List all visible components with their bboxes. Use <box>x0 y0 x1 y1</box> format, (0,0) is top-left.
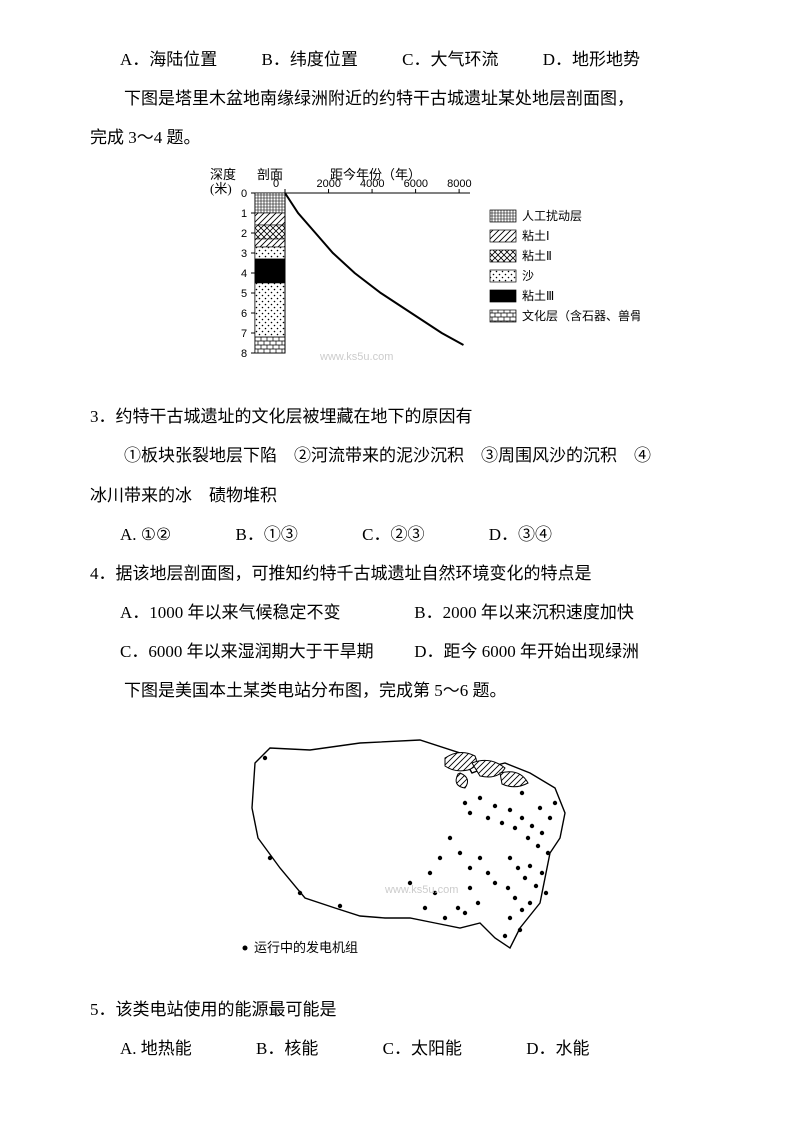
q4-opt-c: C．6000 年以来湿润期大于干旱期 <box>120 632 410 671</box>
svg-text:6: 6 <box>241 308 247 320</box>
svg-text:粘土Ⅲ: 粘土Ⅲ <box>522 288 554 303</box>
svg-text:5: 5 <box>241 288 247 300</box>
q5-options: A. 地热能 B．核能 C．太阳能 D．水能 <box>90 1029 730 1068</box>
q5-opt-d: D．水能 <box>526 1029 589 1068</box>
svg-text:0: 0 <box>241 188 247 200</box>
figure-strata: 深度(米)剖面距今年份（年）02000400060008000012345678… <box>90 165 730 389</box>
svg-text:2000: 2000 <box>317 178 341 190</box>
prev-question-options: A．海陆位置 B．纬度位置 C．大气环流 D．地形地势 <box>90 40 730 79</box>
q3-opt-c: C．②③ <box>362 515 424 554</box>
svg-text:0: 0 <box>273 178 279 190</box>
intro-34-line1: 下图是塔里木盆地南缘绿洲附近的约特干古城遗址某处地层剖面图， <box>90 79 730 118</box>
svg-text:3: 3 <box>241 248 247 260</box>
q4-opt-b: B．2000 年以来沉积速度加快 <box>414 603 634 622</box>
opt-c: C．大气环流 <box>402 40 498 79</box>
svg-text:深度: 深度 <box>210 167 236 182</box>
svg-text:4000: 4000 <box>360 178 384 190</box>
figure-us-map: 运行中的发电机组 www.ks5u.com <box>90 718 730 982</box>
q5-opt-b: B．核能 <box>256 1029 318 1068</box>
q4-opt-a: A．1000 年以来气候稳定不变 <box>120 593 410 632</box>
svg-text:运行中的发电机组: 运行中的发电机组 <box>254 940 358 955</box>
svg-text:7: 7 <box>241 328 247 340</box>
svg-text:文化层（含石器、兽骨）: 文化层（含石器、兽骨） <box>522 308 640 323</box>
svg-text:8000: 8000 <box>447 178 471 190</box>
q3-items-l2: 冰川带来的冰 碛物堆积 <box>90 476 730 515</box>
q3-stem: 3．约特干古城遗址的文化层被埋藏在地下的原因有 <box>90 397 730 436</box>
q4-stem: 4．据该地层剖面图，可推知约特千古城遗址自然环境变化的特点是 <box>90 554 730 593</box>
q4-row2: C．6000 年以来湿润期大于干旱期 D．距今 6000 年开始出现绿洲 <box>90 632 730 671</box>
q5-stem: 5．该类电站使用的能源最可能是 <box>90 990 730 1029</box>
q5-opt-a: A. 地热能 <box>120 1029 192 1068</box>
q3-items-l1: ①板块张裂地层下陷 ②河流带来的泥沙沉积 ③周围风沙的沉积 ④ <box>90 436 730 475</box>
opt-b: B．纬度位置 <box>262 40 358 79</box>
svg-text:2: 2 <box>241 228 247 240</box>
svg-text:8: 8 <box>241 348 247 360</box>
svg-text:www.ks5u.com: www.ks5u.com <box>384 884 458 896</box>
q3-opt-b: B．①③ <box>236 515 298 554</box>
svg-text:www.ks5u.com: www.ks5u.com <box>319 351 393 363</box>
intro-34-line2: 完成 3～4 题。 <box>90 118 730 157</box>
svg-text:4: 4 <box>241 268 247 280</box>
q4-opt-d: D．距今 6000 年开始出现绿洲 <box>414 642 639 661</box>
svg-text:粘土Ⅱ: 粘土Ⅱ <box>522 248 552 263</box>
q3-options: A. ①② B．①③ C．②③ D．③④ <box>90 515 730 554</box>
intro-56: 下图是美国本土某类电站分布图，完成第 5～6 题。 <box>90 671 730 710</box>
q5-opt-c: C．太阳能 <box>383 1029 462 1068</box>
q3-opt-d: D．③④ <box>489 515 552 554</box>
svg-text:人工扰动层: 人工扰动层 <box>522 209 582 223</box>
svg-text:1: 1 <box>241 208 247 220</box>
svg-text:粘土Ⅰ: 粘土Ⅰ <box>522 228 550 243</box>
q3-opt-a: A. ①② <box>120 515 171 554</box>
opt-d: D．地形地势 <box>543 40 640 79</box>
svg-text:(米): (米) <box>210 181 232 196</box>
svg-text:沙: 沙 <box>522 269 534 283</box>
svg-text:6000: 6000 <box>404 178 428 190</box>
q4-row1: A．1000 年以来气候稳定不变 B．2000 年以来沉积速度加快 <box>90 593 730 632</box>
opt-a: A．海陆位置 <box>120 40 217 79</box>
